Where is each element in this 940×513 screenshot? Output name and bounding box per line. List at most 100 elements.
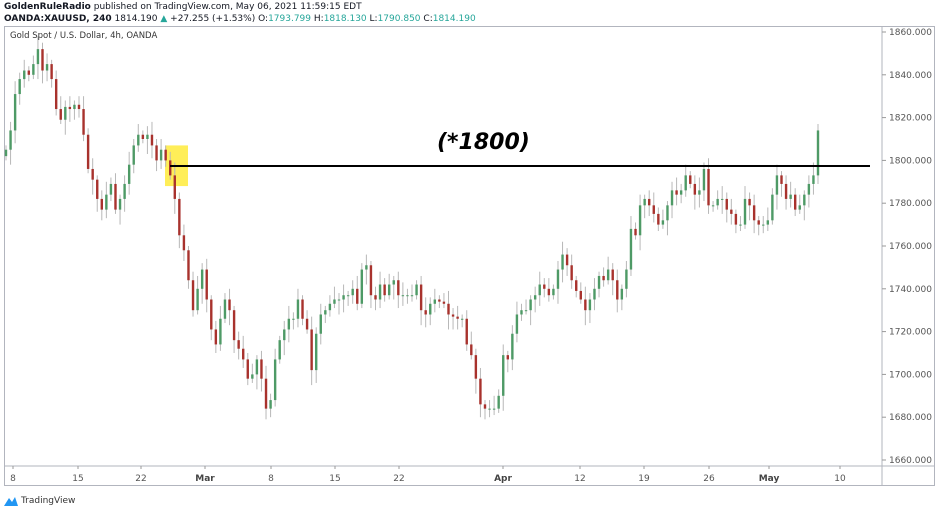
tradingview-logo-icon xyxy=(4,497,18,506)
candle xyxy=(205,258,208,313)
candle xyxy=(424,297,427,328)
candle-body xyxy=(803,194,806,206)
candle xyxy=(725,192,728,223)
candle-body xyxy=(789,194,792,199)
candle xyxy=(86,128,90,174)
candle xyxy=(397,271,400,309)
candle-body xyxy=(606,269,610,281)
candle-body xyxy=(575,280,578,291)
tradingview-logo[interactable]: TradingView xyxy=(4,496,75,506)
candle xyxy=(123,175,126,212)
candle xyxy=(606,256,610,285)
candle xyxy=(305,310,309,334)
candle xyxy=(666,201,669,236)
candle xyxy=(492,395,496,416)
candle xyxy=(45,53,49,82)
candle xyxy=(292,312,295,330)
candle-body xyxy=(273,359,277,401)
time-axis[interactable]: 8 15 22 Mar 8 15 22 Apr 12 19 26 May 10 xyxy=(10,466,846,484)
y-tick-label: 1660.000 xyxy=(889,456,932,466)
candle-body xyxy=(679,190,683,195)
candle-body xyxy=(191,280,195,311)
candle-body xyxy=(100,198,103,210)
candle-body xyxy=(547,288,551,296)
candle-body xyxy=(538,284,541,296)
candle-body xyxy=(118,198,122,210)
candle-body xyxy=(305,318,309,330)
candle xyxy=(629,216,633,276)
candle-body xyxy=(214,329,218,345)
candle-body xyxy=(173,175,176,199)
chart-panel[interactable] xyxy=(4,26,935,486)
candle-body xyxy=(616,280,619,300)
candle-body xyxy=(593,288,596,300)
candle xyxy=(210,295,213,341)
candle-body xyxy=(159,149,163,161)
candle-body xyxy=(588,299,592,311)
candle xyxy=(789,181,792,208)
candle-body xyxy=(310,329,313,371)
candle-body xyxy=(675,190,678,195)
candle-body xyxy=(638,205,642,236)
candle-body xyxy=(283,329,286,341)
candle-body xyxy=(114,183,117,210)
candle-body xyxy=(356,288,359,304)
candle-body xyxy=(91,168,94,180)
publisher-name[interactable]: GoldenRuleRadio xyxy=(4,2,91,12)
candle-body xyxy=(387,284,391,296)
candle-body xyxy=(643,198,646,206)
candle-body xyxy=(488,408,491,410)
candle-body xyxy=(86,134,90,169)
candle xyxy=(159,139,163,169)
candle xyxy=(337,293,341,315)
candle-body xyxy=(506,355,509,360)
candle-body xyxy=(415,284,418,296)
price-axis[interactable]: 1660.000 1680.000 1700.000 1720.000 1740.000… xyxy=(882,28,932,466)
candle-body xyxy=(164,149,167,161)
close-label: C: xyxy=(423,14,433,24)
candle xyxy=(816,124,820,184)
candle xyxy=(593,278,596,311)
candle-body xyxy=(762,224,765,226)
candle-body xyxy=(447,303,450,315)
candle xyxy=(447,290,450,330)
candle-body xyxy=(315,333,318,371)
candle-body xyxy=(543,284,546,289)
candle xyxy=(625,260,628,298)
candle-body xyxy=(725,198,728,210)
candle-body xyxy=(629,228,633,270)
candle-body xyxy=(223,299,227,319)
candle xyxy=(456,305,459,330)
candle-body xyxy=(351,288,354,296)
candle-body xyxy=(734,213,738,225)
open-value: 1793.799 xyxy=(268,14,312,24)
candle xyxy=(287,305,291,343)
candle xyxy=(96,175,99,212)
candle xyxy=(570,254,573,289)
change-arrow-icon: ▲ xyxy=(160,14,168,24)
candle-body xyxy=(9,130,12,150)
candle-body xyxy=(141,134,145,139)
candle-body xyxy=(205,269,208,300)
candle-body xyxy=(812,175,815,184)
candle xyxy=(401,282,405,306)
candle xyxy=(315,327,318,383)
candle xyxy=(164,145,167,167)
candle-body xyxy=(196,288,199,311)
candle xyxy=(716,190,719,210)
candle-body xyxy=(269,400,272,409)
low-label: L: xyxy=(369,14,378,24)
x-tick-label: 8 xyxy=(268,474,274,484)
candle xyxy=(32,55,35,80)
candle xyxy=(584,286,587,326)
candle-body xyxy=(684,175,687,191)
candle-body xyxy=(96,179,99,199)
y-tick-label: 1840.000 xyxy=(889,71,932,81)
candle-body xyxy=(657,213,660,225)
candle xyxy=(702,162,706,202)
candle xyxy=(689,171,692,189)
candles xyxy=(4,36,820,420)
candle xyxy=(333,286,336,309)
candle xyxy=(419,275,423,326)
